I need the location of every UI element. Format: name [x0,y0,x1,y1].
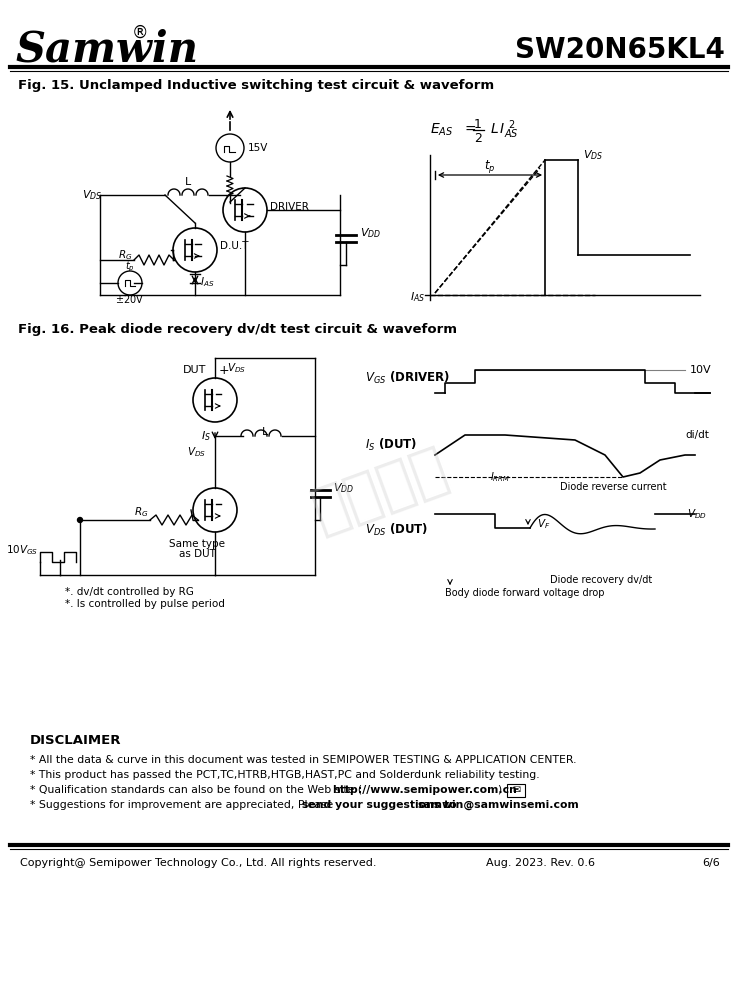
Text: $V_F$: $V_F$ [537,517,551,531]
Text: Diode recovery dv/dt: Diode recovery dv/dt [550,575,652,585]
Text: *. Is controlled by pulse period: *. Is controlled by pulse period [65,599,225,609]
Text: $I_S$ (DUT): $I_S$ (DUT) [365,437,417,453]
Text: $I_{AS}$: $I_{AS}$ [410,290,425,304]
Text: $V_{DS}$: $V_{DS}$ [187,445,206,459]
Text: 15V: 15V [248,143,269,153]
Text: SW20N65KL4: SW20N65KL4 [515,36,725,64]
Text: 内部资料: 内部资料 [305,439,455,541]
Text: Body diode forward voltage drop: Body diode forward voltage drop [445,588,604,598]
Text: 2: 2 [474,131,482,144]
Text: Aug. 2023. Rev. 0.6: Aug. 2023. Rev. 0.6 [486,858,595,868]
Text: $t_p$: $t_p$ [125,260,135,274]
Text: http://www.semipower.com.cn: http://www.semipower.com.cn [332,785,517,795]
Text: $I_S$: $I_S$ [201,429,211,443]
Text: $V_{DS}$ (DUT): $V_{DS}$ (DUT) [365,522,428,538]
Text: L: L [185,177,191,187]
Text: Samwin: Samwin [15,29,198,71]
Text: 10$V_{GS}$: 10$V_{GS}$ [6,543,38,557]
Text: samwin@samwinsemi.com: samwin@samwinsemi.com [418,800,580,810]
Text: Same type: Same type [169,539,225,549]
Text: $L\,I_{AS}^{\ 2}$: $L\,I_{AS}^{\ 2}$ [490,119,519,141]
Text: L: L [262,427,268,437]
Text: ✉: ✉ [512,785,520,795]
Text: $V_{GS}$ (DRIVER): $V_{GS}$ (DRIVER) [365,370,450,386]
Text: * Suggestions for improvement are appreciated, Please: * Suggestions for improvement are apprec… [30,800,337,810]
Text: Fig. 15. Unclamped Inductive switching test circuit & waveform: Fig. 15. Unclamped Inductive switching t… [18,80,494,93]
Circle shape [77,518,83,522]
Text: di/dt: di/dt [685,430,709,440]
Text: *. dv/dt controlled by RG: *. dv/dt controlled by RG [65,587,194,597]
Text: $\pm$20V: $\pm$20V [115,293,145,305]
Text: D.U.T: D.U.T [220,241,249,251]
Text: +: + [219,363,230,376]
Text: $I_{RRM}$: $I_{RRM}$ [490,470,510,484]
Text: Copyright@ Semipower Technology Co., Ltd. All rights reserved.: Copyright@ Semipower Technology Co., Ltd… [20,858,376,868]
Text: $V_{DD}$: $V_{DD}$ [687,507,707,521]
Text: send your suggestions to: send your suggestions to [302,800,461,810]
Text: Diode reverse current: Diode reverse current [560,482,666,492]
Text: Fig. 16. Peak diode recovery dv/dt test circuit & waveform: Fig. 16. Peak diode recovery dv/dt test … [18,324,457,336]
Text: $V_{DD}$: $V_{DD}$ [333,481,354,495]
Text: 10V: 10V [690,365,711,375]
Text: $E_{AS}$: $E_{AS}$ [430,122,453,138]
Text: $R_G$: $R_G$ [117,248,132,262]
Text: =: = [465,123,477,137]
Text: 6/6: 6/6 [703,858,720,868]
Text: $V_{DD}$: $V_{DD}$ [360,226,382,240]
Text: DISCLAIMER: DISCLAIMER [30,734,122,746]
Text: * All the data & curve in this document was tested in SEMIPOWER TESTING & APPLIC: * All the data & curve in this document … [30,755,576,765]
Text: $I_{AS}$: $I_{AS}$ [200,275,215,289]
Text: $R_G$: $R_G$ [134,505,148,519]
Text: DUT: DUT [183,365,207,375]
Text: $V_{DS}$: $V_{DS}$ [82,188,103,202]
Text: $V_{DS}$: $V_{DS}$ [583,148,603,162]
Bar [507,784,525,797]
Text: DRIVER: DRIVER [270,202,309,212]
Text: 1: 1 [474,117,482,130]
Text: * Qualification standards can also be found on the Web site (: * Qualification standards can also be fo… [30,785,362,795]
Text: ): ) [497,785,501,795]
Text: $V_{DS}$: $V_{DS}$ [227,361,246,375]
Text: * This product has passed the PCT,TC,HTRB,HTGB,HAST,PC and Solderdunk reliabilit: * This product has passed the PCT,TC,HTR… [30,770,539,780]
Text: $t_p$: $t_p$ [484,158,496,176]
Text: as DUT: as DUT [179,549,215,559]
Text: ®: ® [132,24,148,42]
